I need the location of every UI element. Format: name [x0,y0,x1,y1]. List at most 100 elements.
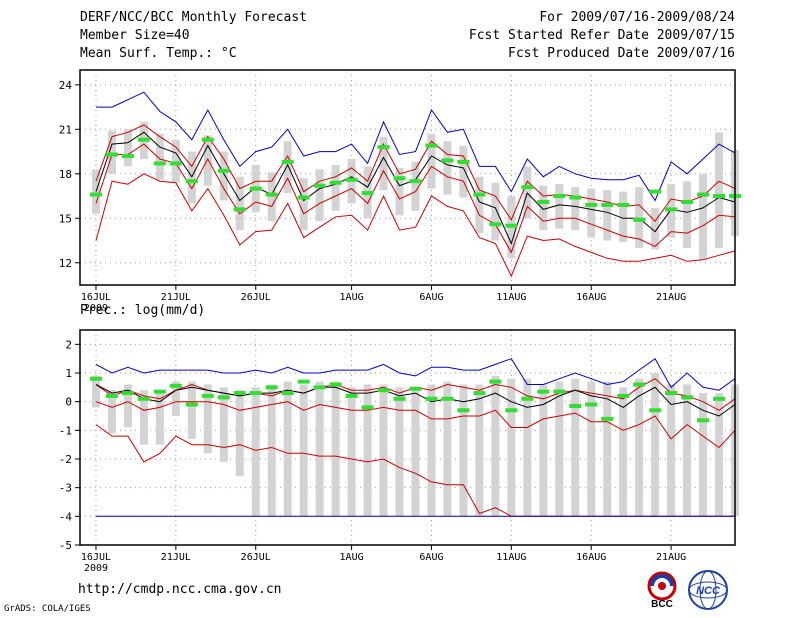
precipitation-observed-marker [585,402,598,407]
precipitation-spread-box [571,378,580,517]
precipitation-spread-box [603,381,612,517]
precipitation-observed-marker [169,383,182,388]
source-url[interactable]: http://cmdp.ncc.cma.gov.cn [78,582,282,597]
precipitation-ytick-label: -4 [59,510,73,523]
temperature-xtick-label: 26JUL [241,292,271,303]
temperature-spread-box [475,176,484,234]
precipitation-observed-marker [121,391,134,396]
precipitation-spread-box [251,387,260,517]
precipitation-spread-box [491,375,500,517]
temperature-spread-box [155,133,164,180]
precipitation-observed-marker [297,379,310,384]
temperature-spread-box [443,141,452,195]
temperature-spread-box [395,167,404,216]
precipitation-observed-marker [409,386,422,391]
precipitation-spread-box [651,373,660,517]
precipitation-xtick-label: 11AUG [496,552,526,563]
temperature-spread-box [171,139,180,183]
temperature-observed-marker [345,177,358,182]
temperature-observed-marker [137,137,150,142]
temperature-observed-marker [505,223,518,228]
temperature-observed-marker [169,161,182,166]
precipitation-spread-box [395,387,404,517]
temperature-observed-marker [185,179,198,184]
precipitation-spread-box [587,381,596,517]
temperature-spread-box [267,172,276,222]
precipitation-variable-label: Prec.: log(mm/d) [80,303,205,318]
precipitation-observed-marker [681,395,694,400]
precipitation-spread-box [635,378,644,517]
temperature-spread-box [555,184,564,229]
temperature-spread-box [299,178,308,231]
member-size: Member Size=40 [80,28,190,43]
temperature-observed-marker [441,158,454,163]
precipitation-observed-marker [313,385,326,390]
temperature-variable-label: Mean Surf. Temp.: °C [80,46,237,61]
temperature-observed-marker [89,192,102,197]
temperature-xtick-label: 21AUG [656,292,686,303]
precipitation-spread-box [459,384,468,517]
temperature-spread-box [411,161,420,211]
temperature-xtick-label: 21JUL [161,292,191,303]
temperature-observed-marker [713,194,726,199]
precipitation-xtick-label: 16JUL [81,552,111,563]
precipitation-observed-marker [457,408,470,413]
precipitation-spread-box [667,384,676,517]
precipitation-spread-box [699,393,708,517]
precipitation-observed-marker [505,408,518,413]
temperature-observed-marker [649,189,662,194]
temperature-observed-marker [297,195,310,200]
precipitation-observed-marker [89,376,102,381]
temperature-spread-box [603,190,612,241]
temperature-observed-marker [489,222,502,227]
precipitation-xtick-label: 1AUG [340,552,364,563]
precipitation-observed-marker [345,393,358,398]
temperature-plot-frame [79,69,736,286]
precipitation-spread-box [219,387,228,462]
precipitation-observed-marker [137,396,150,401]
temperature-xtick-label: 11AUG [496,292,526,303]
precipitation-xtick-sublabel: 2009 [84,563,108,574]
temperature-xtick-sublabel: 2009 [84,303,108,314]
precipitation-observed-marker [425,396,438,401]
temperature-observed-marker [697,192,710,197]
temperature-observed-marker [313,183,326,188]
temperature-observed-marker [601,202,614,207]
precipitation-spread-box [379,384,388,517]
precipitation-ytick-label: -5 [59,539,72,552]
precipitation-observed-marker [105,393,118,398]
temperature-spread-box [331,164,340,211]
temperature-observed-marker [473,192,486,197]
precipitation-observed-marker [649,408,662,413]
precipitation-spread-box [203,384,212,454]
temperature-ytick-label: 21 [59,123,72,136]
precipitation-observed-marker [553,389,566,394]
temperature-observed-marker [105,152,118,157]
temperature-spread-box [523,166,532,219]
precipitation-xtick-label: 16AUG [576,552,606,563]
temperature-spread-box [699,173,708,260]
precipitation-observed-marker [569,403,582,408]
precipitation-spread-box [411,387,420,517]
precipitation-xtick-label: 21AUG [656,552,686,563]
precipitation-observed-marker [601,416,614,421]
temperature-observed-marker [633,217,646,222]
precipitation-spread-box [107,390,116,434]
temperature-ytick-label: 15 [59,212,72,225]
temperature-series-max [96,91,736,202]
temperature-spread-box [491,182,500,241]
temperature-xtick-label: 1AUG [340,292,364,303]
temperature-spread-box [651,207,660,250]
precipitation-ytick-label: -2 [59,453,72,466]
precipitation-spread-box [283,381,292,517]
temperature-spread-box [427,133,436,189]
precipitation-xtick-label: 6AUG [419,552,443,563]
precipitation-spread-box [715,393,724,517]
temperature-observed-marker [457,159,470,164]
temperature-spread-box [619,191,628,242]
precipitation-observed-marker [697,418,710,423]
precipitation-observed-marker [249,391,262,396]
precipitation-observed-marker [281,391,294,396]
temperature-observed-marker [217,168,230,173]
